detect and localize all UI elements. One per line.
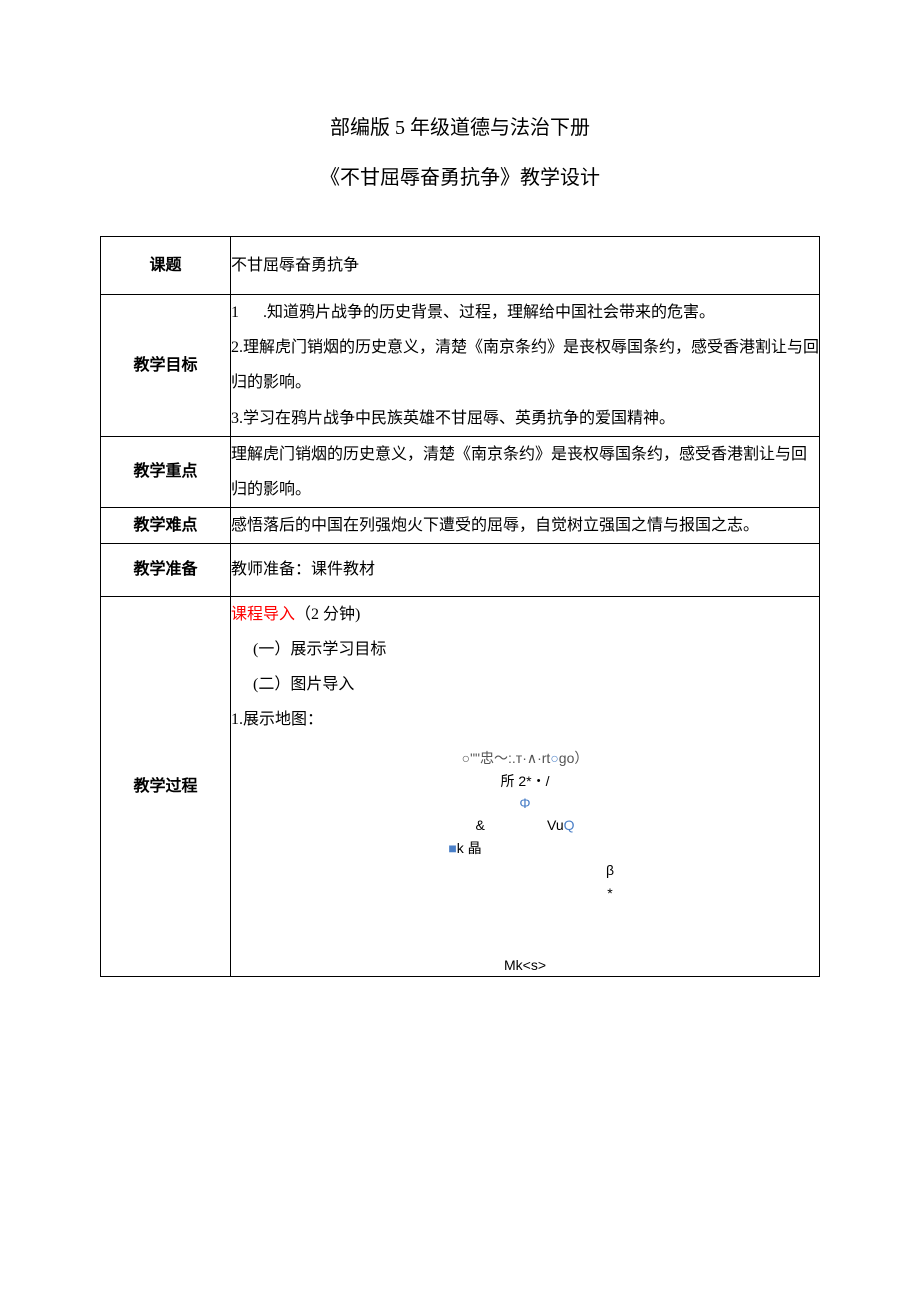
map-l1c: go）	[559, 750, 589, 766]
map-l1a: ○""忠〜:.т·∧·rt	[462, 750, 551, 766]
row-process: 教学过程 课程导入（2 分钟) (一）展示学习目标 (二）图片导入 1.展示地图…	[101, 596, 820, 977]
goal-item-2: 2.理解虎门销烟的历史意义，清楚《南京条约》是丧权辱国条约，感受香港割让与回归的…	[231, 330, 819, 400]
map-l5b: k 晶	[457, 840, 482, 856]
value-prep: 教师准备：课件教材	[231, 544, 820, 596]
row-prep: 教学准备 教师准备：课件教材	[101, 544, 820, 596]
map-l4a: &	[475, 817, 484, 833]
process-sec-2: (二）图片导入	[231, 667, 819, 702]
map-l4c: Q	[564, 817, 575, 833]
title-block: 部编版 5 年级道德与法治下册 《不甘屈辱奋勇抗争》教学设计	[100, 110, 820, 196]
value-topic: 不甘屈辱奋勇抗争	[231, 237, 820, 295]
map-line-5: ■k 晶	[231, 837, 819, 859]
row-goals: 教学目标 1 .知道鸦片战争的历史背景、过程，理解给中国社会带来的危害。 2.理…	[101, 295, 820, 437]
label-process: 教学过程	[101, 596, 231, 977]
process-sec-3: 1.展示地图：	[231, 702, 819, 737]
map-line-1: ○""忠〜:.т·∧·rt○go）	[231, 747, 819, 769]
map-line-8: Mk<s>	[231, 954, 819, 976]
map-placeholder: ○""忠〜:.т·∧·rt○go） 所 2*・/ Φ & VuQ ■k 晶 β …	[231, 737, 819, 976]
goal-1-text: .知道鸦片战争的历史背景、过程，理解给中国社会带来的危害。	[263, 304, 715, 321]
title-line-2: 《不甘屈辱奋勇抗争》教学设计	[100, 160, 820, 196]
lesson-plan-table: 课题 不甘屈辱奋勇抗争 教学目标 1 .知道鸦片战争的历史背景、过程，理解给中国…	[100, 236, 820, 977]
process-sec-1: (一）展示学习目标	[231, 632, 819, 667]
map-l1b: ○	[550, 750, 558, 766]
label-prep: 教学准备	[101, 544, 231, 596]
map-line-7: *	[231, 882, 819, 904]
goal-item-1: 1 .知道鸦片战争的历史背景、过程，理解给中国社会带来的危害。	[231, 295, 819, 330]
map-line-3: Φ	[231, 792, 819, 814]
page: 部编版 5 年级道德与法治下册 《不甘屈辱奋勇抗争》教学设计 课题 不甘屈辱奋勇…	[0, 0, 920, 1017]
value-difficulty: 感悟落后的中国在列强炮火下遭受的屈辱，自觉树立强国之情与报国之志。	[231, 508, 820, 544]
label-difficulty: 教学难点	[101, 508, 231, 544]
goal-item-3: 3.学习在鸦片战争中民族英雄不甘屈辱、英勇抗争的爱国精神。	[231, 401, 819, 436]
map-l5a: ■	[448, 840, 456, 856]
map-l4b: Vu	[547, 817, 564, 833]
title-line-1: 部编版 5 年级道德与法治下册	[100, 110, 820, 146]
process-intro: 课程导入（2 分钟)	[231, 597, 819, 632]
intro-paren: （2 分钟)	[295, 606, 360, 623]
label-keypoint: 教学重点	[101, 436, 231, 507]
label-goals: 教学目标	[101, 295, 231, 437]
row-keypoint: 教学重点 理解虎门销烟的历史意义，清楚《南京条约》是丧权辱国条约，感受香港割让与…	[101, 436, 820, 507]
map-line-2: 所 2*・/	[231, 770, 819, 792]
intro-red-text: 课程导入	[231, 606, 295, 623]
map-line-4: & VuQ	[231, 814, 819, 836]
value-keypoint: 理解虎门销烟的历史意义，清楚《南京条约》是丧权辱国条约，感受香港割让与回归的影响…	[231, 436, 820, 507]
row-topic: 课题 不甘屈辱奋勇抗争	[101, 237, 820, 295]
goal-1-num: 1	[231, 304, 239, 321]
row-difficulty: 教学难点 感悟落后的中国在列强炮火下遭受的屈辱，自觉树立强国之情与报国之志。	[101, 508, 820, 544]
value-process: 课程导入（2 分钟) (一）展示学习目标 (二）图片导入 1.展示地图： ○""…	[231, 596, 820, 977]
value-goals: 1 .知道鸦片战争的历史背景、过程，理解给中国社会带来的危害。 2.理解虎门销烟…	[231, 295, 820, 437]
map-line-6: β	[231, 859, 819, 881]
label-topic: 课题	[101, 237, 231, 295]
